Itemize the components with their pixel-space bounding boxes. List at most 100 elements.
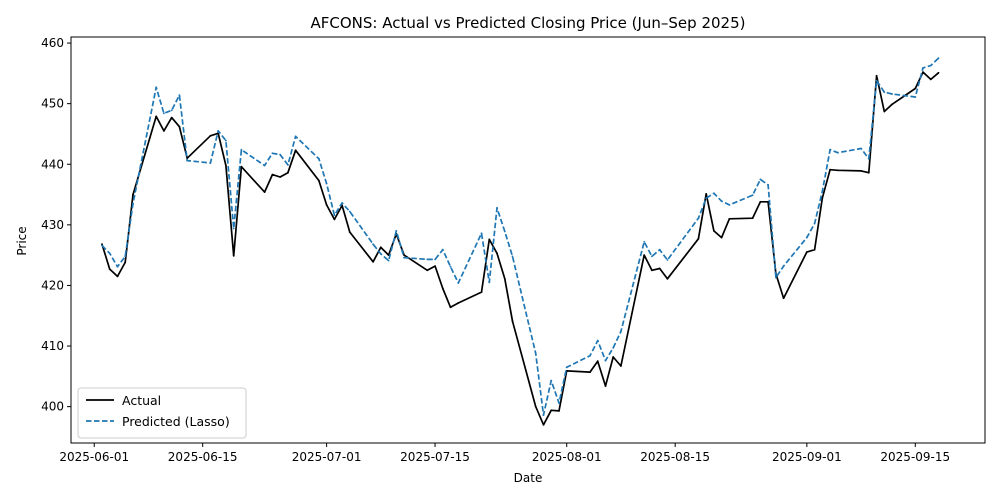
y-tick-label: 400 [41,400,64,414]
data-point [294,149,297,152]
data-point [318,157,320,160]
data-point [170,116,173,119]
data-point [209,162,212,164]
data-point [379,253,382,255]
data-point [232,227,235,230]
data-point [480,291,483,293]
data-point [163,130,165,132]
data-point [751,217,754,220]
y-tick-label: 450 [41,97,64,111]
data-point [929,64,932,67]
y-tick-label: 410 [41,339,64,353]
data-point [403,254,405,256]
data-point [217,130,220,132]
data-point [225,139,227,142]
data-point [348,231,351,234]
y-axis: 400 410 420 430 440 450 460 [41,36,71,414]
data-point [860,147,862,150]
data-point [604,359,607,362]
x-tick-label: 2025-06-01 [59,450,129,464]
data-point [860,170,862,172]
data-point [163,112,165,115]
data-point [279,176,281,178]
x-tick-label: 2025-09-15 [880,450,950,464]
data-point [558,402,560,404]
data-point [604,385,607,387]
data-point [155,86,158,89]
chart-title: AFCONS: Actual vs Predicted Closing Pric… [311,14,746,32]
data-point [658,248,661,251]
legend: Actual Predicted (Lasso) [77,387,247,439]
data-point [132,193,134,196]
data-point [596,360,599,363]
data-point [116,265,119,268]
data-point [697,217,700,220]
data-point [836,169,839,172]
data-point [550,379,553,382]
data-point [891,93,893,95]
data-point [713,230,715,232]
data-point [426,269,429,272]
data-point [751,194,754,197]
data-point [178,125,181,128]
data-point [542,423,545,426]
data-point [914,96,917,98]
data-point [705,197,708,200]
x-tick-label: 2025-09-01 [772,450,842,464]
data-point [542,414,545,416]
plot-frame [70,36,986,444]
data-point [867,171,870,174]
data-point [550,409,553,412]
data-point [108,252,111,255]
data-point [728,204,731,206]
data-point [775,276,777,279]
data-point [589,354,591,357]
legend-label-actual: Actual [122,393,161,408]
data-point [875,74,878,77]
data-point [829,168,831,171]
data-point [101,243,103,246]
data-point [503,230,506,233]
data-point [271,173,274,176]
data-point [713,192,715,195]
data-point [441,248,444,251]
series-line-actual [101,71,940,426]
series-line-predicted [101,57,940,416]
data-point [155,115,158,118]
data-point [387,259,390,262]
data-point [914,87,917,90]
data-point [372,260,374,263]
data-point [612,356,615,358]
data-point [480,232,483,235]
data-point [263,164,266,167]
data-point [759,178,762,181]
data-point [372,243,374,246]
data-point [209,134,212,137]
data-point [805,236,808,239]
data-point [240,148,243,151]
data-point [883,110,886,113]
data-point [666,259,669,261]
data-point [124,255,127,258]
data-point [503,277,506,280]
data-point [101,244,103,247]
data-point [565,366,568,369]
data-point [496,207,498,209]
data-point [341,202,343,204]
data-point [186,159,189,162]
data-point [287,171,289,174]
data-point [805,251,808,254]
series-layer [101,57,940,426]
data-point [534,352,537,355]
y-tick-label: 430 [41,218,64,232]
data-point [325,204,328,206]
data-point [271,152,274,155]
data-point [705,193,708,195]
data-point [457,302,460,304]
data-point [697,237,700,240]
data-point [457,282,460,284]
data-point [348,210,351,213]
legend-box [77,387,247,439]
data-point [225,164,227,167]
